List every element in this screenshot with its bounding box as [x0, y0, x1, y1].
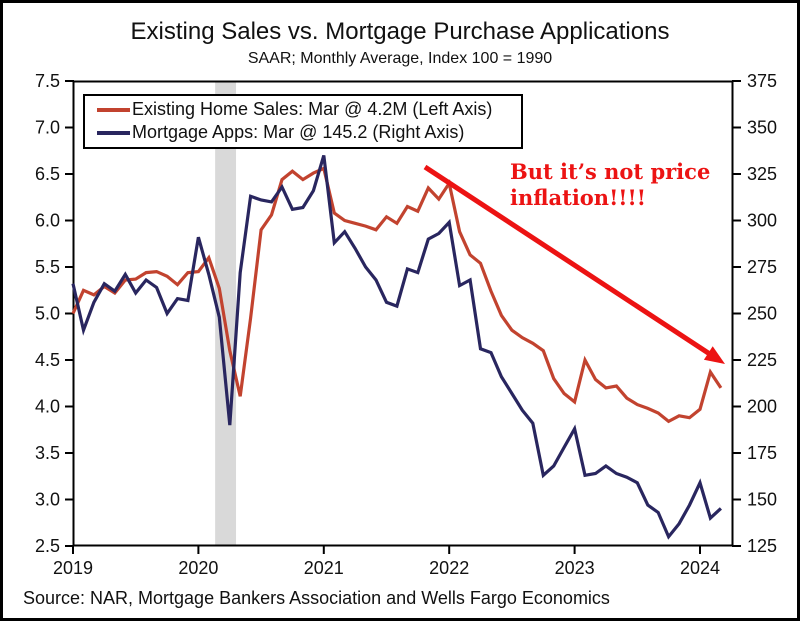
- y-axis-left-tick-label: 5.5: [35, 257, 60, 277]
- mortgage-apps-line: [71, 154, 722, 540]
- legend-item-mortgage-apps: Mortgage Apps: Mar @ 145.2 (Right Axis): [97, 121, 513, 144]
- y-axis-left-tick-label: 7.0: [35, 118, 60, 138]
- y-axis-left-tick-label: 6.0: [35, 211, 60, 231]
- annotation-line-2: inflation!!!!: [510, 185, 646, 210]
- y-axis-left-tick-label: 4.0: [35, 397, 60, 417]
- existing-home-sales-line: [71, 166, 723, 424]
- y-axis-left-tick-label: 2.5: [35, 536, 60, 556]
- y-axis-right-tick-label: 250: [747, 304, 777, 324]
- y-axis-right-tick-label: 300: [747, 211, 777, 231]
- y-axis-left-tick-label: 7.5: [35, 71, 60, 91]
- y-axis-right-tick-label: 325: [747, 164, 777, 184]
- legend-box: Existing Home Sales: Mar @ 4.2M (Left Ax…: [83, 94, 523, 149]
- legend-swatch-mortgage-apps: [97, 130, 130, 135]
- x-axis-tick-label: 2023: [555, 558, 595, 578]
- plot-border: [72, 80, 734, 547]
- legend-label-mortgage-apps: Mortgage Apps: Mar @ 145.2 (Right Axis): [132, 122, 465, 142]
- x-axis-tick-label: 2020: [178, 558, 218, 578]
- x-axis-tick-label: 2019: [53, 558, 93, 578]
- legend-label-existing-home-sales: Existing Home Sales: Mar @ 4.2M (Left Ax…: [132, 99, 493, 119]
- y-axis-right-tick-label: 375: [747, 71, 777, 91]
- y-axis-left-tick-label: 4.5: [35, 350, 60, 370]
- y-axis-right-tick-label: 150: [747, 490, 777, 510]
- y-axis-right-tick-label: 225: [747, 350, 777, 370]
- y-axis-right-tick-label: 125: [747, 536, 777, 556]
- y-axis-right-tick-label: 200: [747, 397, 777, 417]
- recession-band: [215, 82, 237, 545]
- x-axis-tick-label: 2021: [304, 558, 344, 578]
- chart-subtitle: SAAR; Monthly Average, Index 100 = 1990: [247, 50, 553, 67]
- annotation-text: But it’s not price inflation!!!!: [510, 159, 710, 211]
- source-text: Source: NAR, Mortgage Bankers Associatio…: [23, 588, 610, 608]
- y-axis-right-tick-label: 175: [747, 443, 777, 463]
- chart-title: Existing Sales vs. Mortgage Purchase App…: [130, 18, 670, 45]
- legend-item-existing-home-sales: Existing Home Sales: Mar @ 4.2M (Left Ax…: [97, 98, 513, 121]
- x-axis-tick-label: 2022: [429, 558, 469, 578]
- annotation-arrow-head: [703, 346, 725, 364]
- y-axis-left-tick-label: 5.0: [35, 304, 60, 324]
- y-axis-left-tick-label: 3.5: [35, 443, 60, 463]
- plot-area: 7.5 7.0 6.5 6.0 5.5 5.0 4.5 4.0 3.5 3.0 2.5 375 350 3…: [35, 71, 777, 578]
- legend-swatch-existing-home-sales: [97, 107, 130, 112]
- y-axis-right-tick-label: 350: [747, 118, 777, 138]
- annotation-arrow-shaft: [423, 164, 712, 357]
- y-axis-left-tick-label: 3.0: [35, 490, 60, 510]
- annotation-line-1: But it’s not price: [510, 159, 711, 184]
- x-axis-tick-label: 2024: [680, 558, 720, 578]
- y-axis-left-tick-label: 6.5: [35, 164, 60, 184]
- y-axis-right-tick-label: 275: [747, 257, 777, 277]
